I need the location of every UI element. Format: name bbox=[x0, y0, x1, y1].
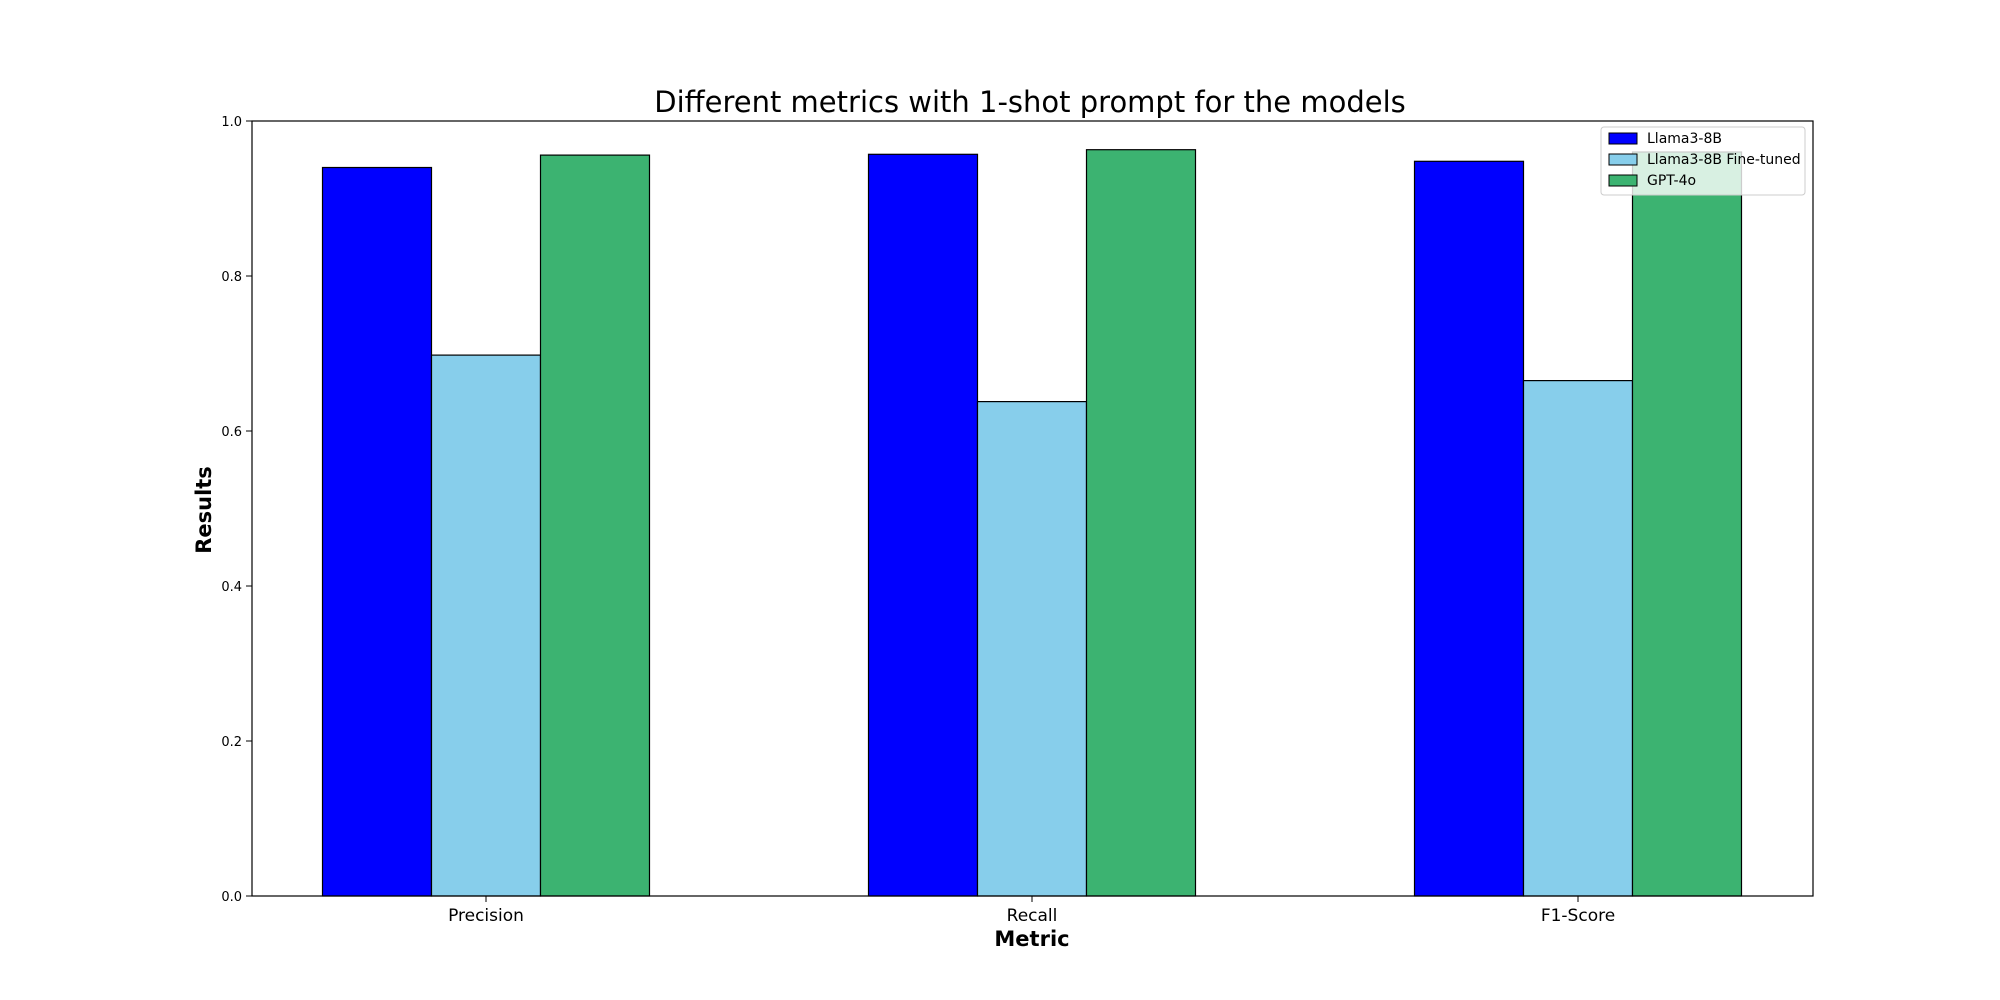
legend-box bbox=[1600, 126, 1806, 196]
bar-precision-series-2 bbox=[430, 354, 542, 897]
y-tick-label: 0.2 bbox=[221, 735, 242, 750]
y-axis-ticks: 0.0 0.2 0.4 0.6 0.8 1.0 bbox=[221, 115, 252, 905]
bars-group bbox=[321, 149, 1743, 897]
y-tick-label: 0.6 bbox=[221, 425, 242, 440]
legend-label: Llama3-8B Fine-tuned bbox=[1647, 152, 1801, 168]
bar-precision-series-1 bbox=[321, 166, 433, 897]
legend-label: GPT-4o bbox=[1647, 173, 1696, 189]
legend: Llama3-8B Llama3-8B Fine-tuned GPT-4o bbox=[1600, 126, 1806, 196]
y-tick-label: 0.8 bbox=[221, 270, 242, 285]
legend-swatch bbox=[1608, 174, 1638, 187]
bar-recall-series-1 bbox=[867, 153, 979, 897]
y-tick-label: 0.0 bbox=[221, 890, 242, 905]
legend-swatch bbox=[1608, 132, 1638, 145]
x-tick-label: F1-Score bbox=[1541, 906, 1615, 926]
x-axis-ticks: Precision Recall F1-Score bbox=[448, 896, 1615, 926]
bar-f1-score-series-2 bbox=[1522, 380, 1634, 897]
y-tick-label: 0.4 bbox=[221, 580, 242, 595]
y-axis-title: Results bbox=[192, 466, 216, 554]
bar-recall-series-2 bbox=[976, 401, 1088, 897]
bar-recall-series-3 bbox=[1085, 149, 1197, 897]
bar-precision-series-3 bbox=[539, 154, 651, 897]
x-tick-label: Precision bbox=[448, 906, 524, 926]
y-tick-label: 1.0 bbox=[221, 115, 242, 130]
legend-swatch bbox=[1608, 153, 1638, 166]
bar-f1-score-series-3 bbox=[1631, 151, 1743, 897]
legend-label: Llama3-8B bbox=[1647, 131, 1722, 147]
plot-frame bbox=[251, 120, 1814, 897]
chart-title: Different metrics with 1-shot prompt for… bbox=[654, 85, 1406, 119]
x-tick-label: Recall bbox=[1007, 906, 1058, 926]
bar-f1-score-series-1 bbox=[1413, 160, 1525, 897]
x-axis-title: Metric bbox=[994, 927, 1069, 951]
